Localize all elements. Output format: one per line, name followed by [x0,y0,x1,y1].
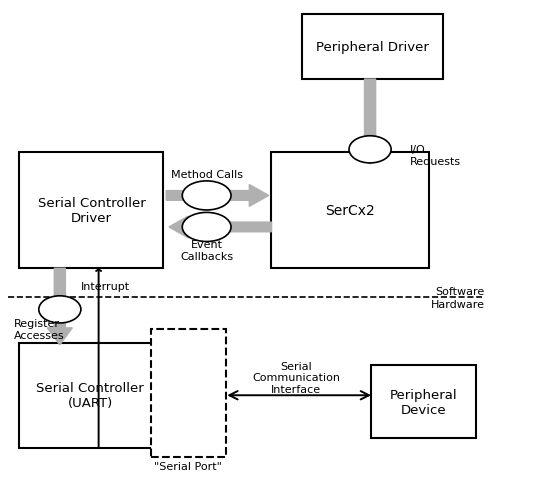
FancyArrow shape [358,80,382,165]
Text: Register
Accesses: Register Accesses [14,318,64,340]
Text: Interrupt: Interrupt [81,282,130,291]
Text: Serial Controller
Driver: Serial Controller Driver [38,197,145,225]
Text: Peripheral Driver: Peripheral Driver [316,41,429,54]
Text: Serial
Communication
Interface: Serial Communication Interface [253,361,340,394]
Bar [19,152,163,269]
Bar [371,365,476,438]
Bar [271,152,429,269]
Bar [19,344,161,448]
Ellipse shape [349,136,391,164]
Text: I/O
Requests: I/O Requests [410,145,461,166]
Ellipse shape [39,296,81,323]
Text: Event
Callbacks: Event Callbacks [180,240,233,261]
Text: Peripheral
Device: Peripheral Device [390,388,458,416]
Text: Serial Controller
(UART): Serial Controller (UART) [36,382,144,409]
Text: Method Calls: Method Calls [171,169,243,179]
Ellipse shape [182,213,231,242]
FancyArrow shape [166,185,269,207]
Ellipse shape [182,182,231,211]
Text: Hardware: Hardware [431,299,485,309]
Text: "Serial Port": "Serial Port" [155,461,222,470]
Text: Software: Software [435,287,485,296]
FancyArrow shape [169,217,271,239]
Text: SerCx2: SerCx2 [326,204,375,217]
Bar [302,15,443,80]
Bar [151,329,226,457]
FancyArrow shape [47,269,72,345]
